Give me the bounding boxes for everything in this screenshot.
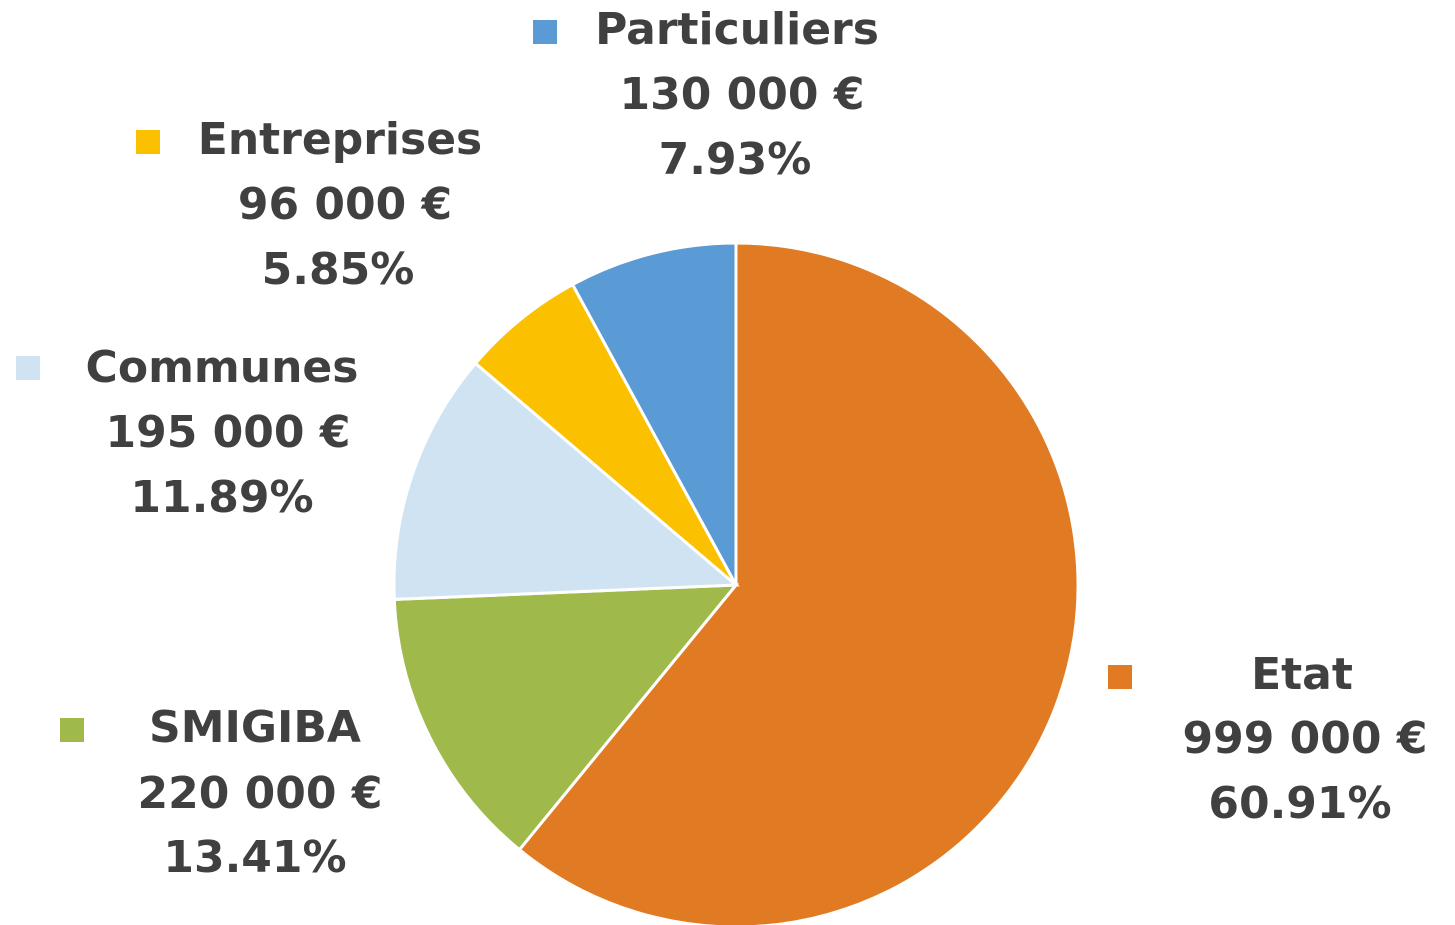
legend-swatch <box>16 356 40 380</box>
percentage-label: 13.41% <box>163 832 346 883</box>
category-label: Entreprises <box>198 114 482 165</box>
percentage-label: 60.91% <box>1208 778 1391 829</box>
value-label: 96 000 € <box>238 179 452 230</box>
value-label: 195 000 € <box>106 407 351 458</box>
value-label: 999 000 € <box>1183 713 1428 764</box>
legend-swatch <box>60 718 84 742</box>
percentage-label: 7.93% <box>659 134 812 185</box>
percentage-label: 11.89% <box>130 472 313 523</box>
category-label: Communes <box>86 342 359 393</box>
legend-swatch <box>533 20 557 44</box>
category-label: Particuliers <box>595 4 879 55</box>
value-label: 130 000 € <box>620 69 865 120</box>
legend-swatch <box>1108 665 1132 689</box>
percentage-label: 5.85% <box>262 244 415 295</box>
pie-slice <box>570 241 738 586</box>
legend-swatch <box>136 130 160 154</box>
value-label: 220 000 € <box>138 768 383 819</box>
pie-slice <box>473 282 738 587</box>
pie-slice <box>392 583 740 852</box>
pie-slice <box>392 361 740 601</box>
category-label: Etat <box>1251 649 1353 700</box>
category-label: SMIGIBA <box>149 702 361 753</box>
